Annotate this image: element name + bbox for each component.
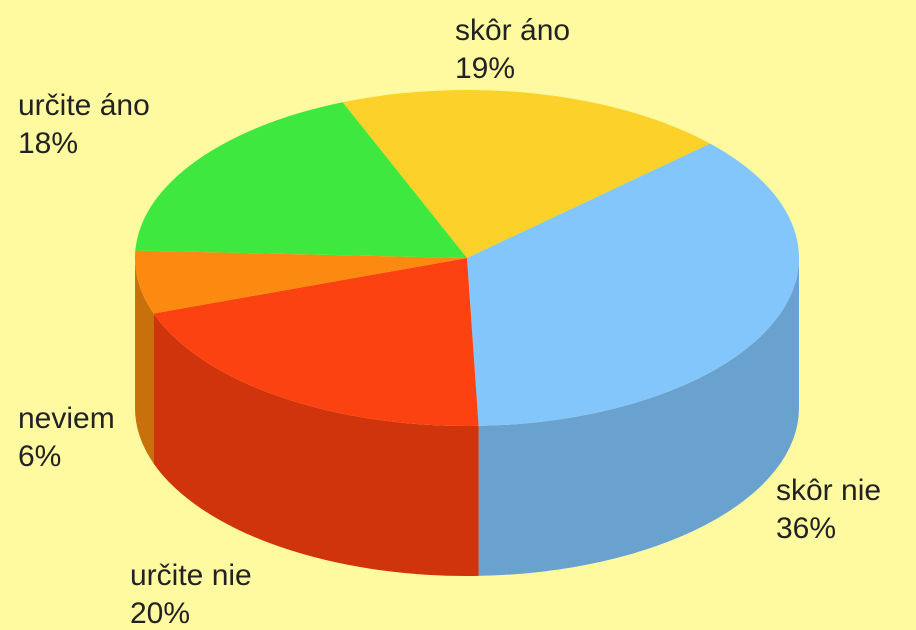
slice-value-label: 19% — [455, 52, 515, 85]
slice-value-label: 6% — [18, 440, 61, 473]
pie-side — [478, 258, 799, 576]
slice-label: skôr áno — [455, 14, 570, 47]
pie-slice — [135, 250, 467, 314]
slice-value-label: 18% — [18, 127, 78, 160]
pie-slice — [153, 258, 479, 426]
pie-side — [153, 313, 479, 576]
pie-side — [135, 258, 154, 464]
slice-label: určite nie — [130, 559, 252, 592]
slice-label: neviem — [18, 402, 115, 435]
pie-slice — [467, 143, 799, 426]
slice-value-label: 36% — [776, 512, 836, 545]
slice-label: určite áno — [18, 89, 150, 122]
slice-value-label: 20% — [130, 597, 190, 630]
slice-label: skôr nie — [776, 474, 881, 507]
pie-slice — [342, 90, 711, 258]
pie-slice — [135, 102, 468, 258]
